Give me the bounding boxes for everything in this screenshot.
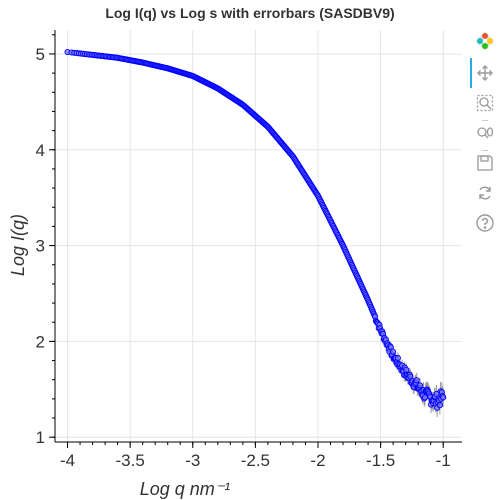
data-point [417, 382, 424, 389]
data-points [64, 48, 447, 411]
x-tick-label: -4 [60, 451, 75, 470]
y-tick-label: 3 [36, 237, 45, 256]
y-tick-label: 1 [36, 428, 45, 447]
data-point [394, 354, 401, 362]
data-point [413, 377, 420, 384]
reset-icon[interactable] [474, 182, 496, 204]
help-icon[interactable] [474, 212, 496, 234]
separator [482, 120, 488, 121]
data-point [440, 394, 447, 401]
data-point [403, 366, 410, 373]
y-axis-label: Log I(q) [8, 214, 28, 276]
toolbar [470, 30, 500, 270]
axes: -4 -3.5 -3 -2.5 -2 -1.5 -1 1 2 3 4 5 [36, 30, 462, 470]
x-tick-label: -1.5 [366, 451, 395, 470]
plot-area[interactable] [55, 30, 462, 442]
wheel-zoom-icon[interactable] [474, 122, 496, 144]
active-tool-indicator [470, 58, 472, 88]
y-tick-label: 5 [36, 45, 45, 64]
grid [55, 30, 462, 442]
separator [482, 150, 488, 151]
x-tick-label: -3 [185, 451, 200, 470]
box-zoom-icon[interactable] [474, 92, 496, 114]
chart-title: Log I(q) vs Log s with errorbars (SASDBV… [105, 5, 394, 21]
y-tick-label: 2 [36, 332, 45, 351]
data-point [389, 348, 397, 355]
save-icon[interactable] [474, 152, 496, 174]
x-tick-label: -1 [436, 451, 451, 470]
x-tick-label: -2 [310, 451, 325, 470]
x-tick-label: -2.5 [241, 451, 270, 470]
x-tick-label: -3.5 [115, 451, 144, 470]
pan-icon[interactable] [474, 62, 496, 84]
bokeh-logo-icon[interactable] [474, 30, 496, 52]
data-point [436, 402, 443, 409]
y-tick-label: 4 [36, 141, 45, 160]
x-axis-label: Log q nm⁻¹ [140, 479, 231, 499]
